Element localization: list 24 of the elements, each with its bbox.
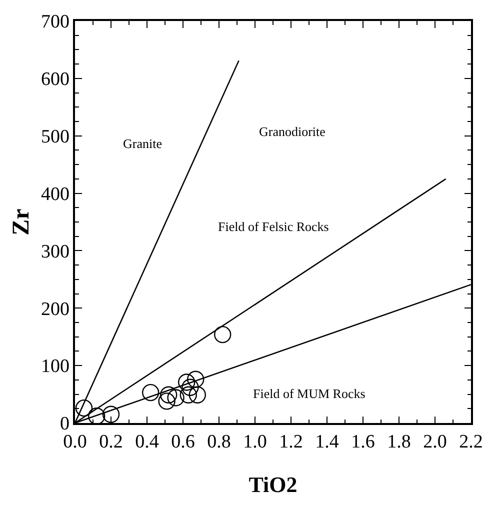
x-axis-title: TiO2 — [248, 472, 298, 497]
y-tick-label: 300 — [40, 241, 70, 262]
x-tick-label: 0.6 — [171, 432, 195, 453]
annotation: Granodiorite — [259, 124, 326, 139]
y-tick-label: 500 — [40, 126, 70, 148]
x-tick-label: 0.4 — [135, 432, 160, 453]
y-tick-label: 100 — [40, 356, 70, 378]
x-tick-label: 1.8 — [387, 432, 411, 453]
y-tick-label: 200 — [40, 298, 70, 320]
annotation: Field of Felsic Rocks — [218, 219, 329, 234]
y-axis-title: Zr — [8, 208, 35, 236]
x-tick-label: 0.8 — [207, 432, 231, 453]
x-tick-label: 2.2 — [459, 432, 483, 453]
x-tick-label: 1.2 — [279, 432, 303, 453]
x-tick-label: 2.0 — [423, 432, 447, 453]
y-tick-label: 400 — [40, 184, 70, 205]
annotation: Field of MUM Rocks — [253, 386, 366, 401]
x-tick-label: 1.0 — [243, 432, 267, 453]
x-tick-label: 1.4 — [315, 432, 340, 453]
x-tick-label: 1.6 — [351, 432, 375, 453]
y-tick-label: 700 — [40, 12, 70, 33]
y-tick-label: 600 — [40, 69, 70, 90]
x-tick-label: 0.2 — [99, 432, 123, 453]
annotation: Granite — [123, 136, 162, 151]
